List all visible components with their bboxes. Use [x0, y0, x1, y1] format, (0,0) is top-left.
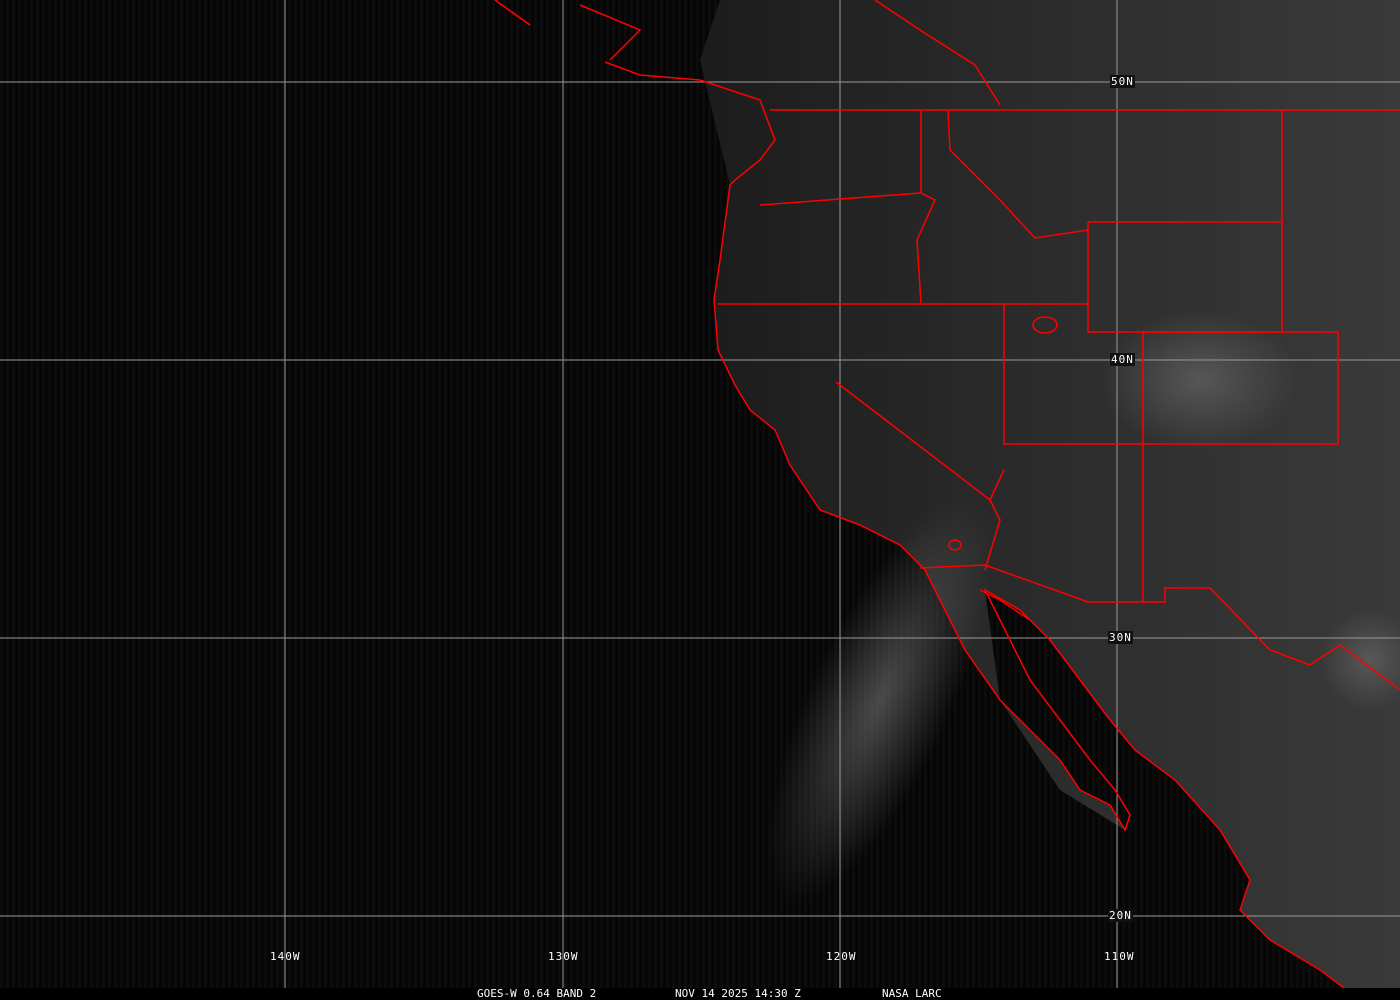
- lat-label-30n: 30N: [1108, 631, 1133, 644]
- cloud-patch: [1100, 310, 1300, 450]
- lat-label-50n: 50N: [1110, 75, 1135, 88]
- lat-label-40n: 40N: [1110, 353, 1135, 366]
- satellite-band-label: GOES-W 0.64 BAND 2: [477, 987, 597, 1000]
- lon-label-110w: 110W: [1104, 950, 1135, 963]
- lon-label-130w: 130W: [548, 950, 579, 963]
- lon-label-140w: 140W: [270, 950, 301, 963]
- land-shading: [700, 0, 1400, 1000]
- cloud-band: [767, 498, 993, 902]
- coastline: [604, 61, 1361, 1000]
- wa-or-border: [759, 192, 921, 206]
- political-borders: [494, 0, 1400, 1000]
- datetime-label: NOV 14 2025 14:30 Z: [675, 987, 801, 1000]
- image-caption: GOES-W 0.64 BAND 2 NOV 14 2025 14:30 Z N…: [0, 988, 1400, 1000]
- montana-idaho-border: [947, 109, 1089, 239]
- colorado-border: [1143, 331, 1339, 445]
- credit-label: NASA LARC: [882, 987, 942, 1000]
- mexico-border: [919, 564, 1400, 691]
- idaho-border: [916, 110, 936, 305]
- lat-label-20n: 20N: [1108, 909, 1133, 922]
- ca-az-border: [984, 499, 1001, 571]
- utah-border: [1003, 304, 1144, 445]
- baja-border: [979, 589, 1031, 621]
- lon-label-120w: 120W: [826, 950, 857, 963]
